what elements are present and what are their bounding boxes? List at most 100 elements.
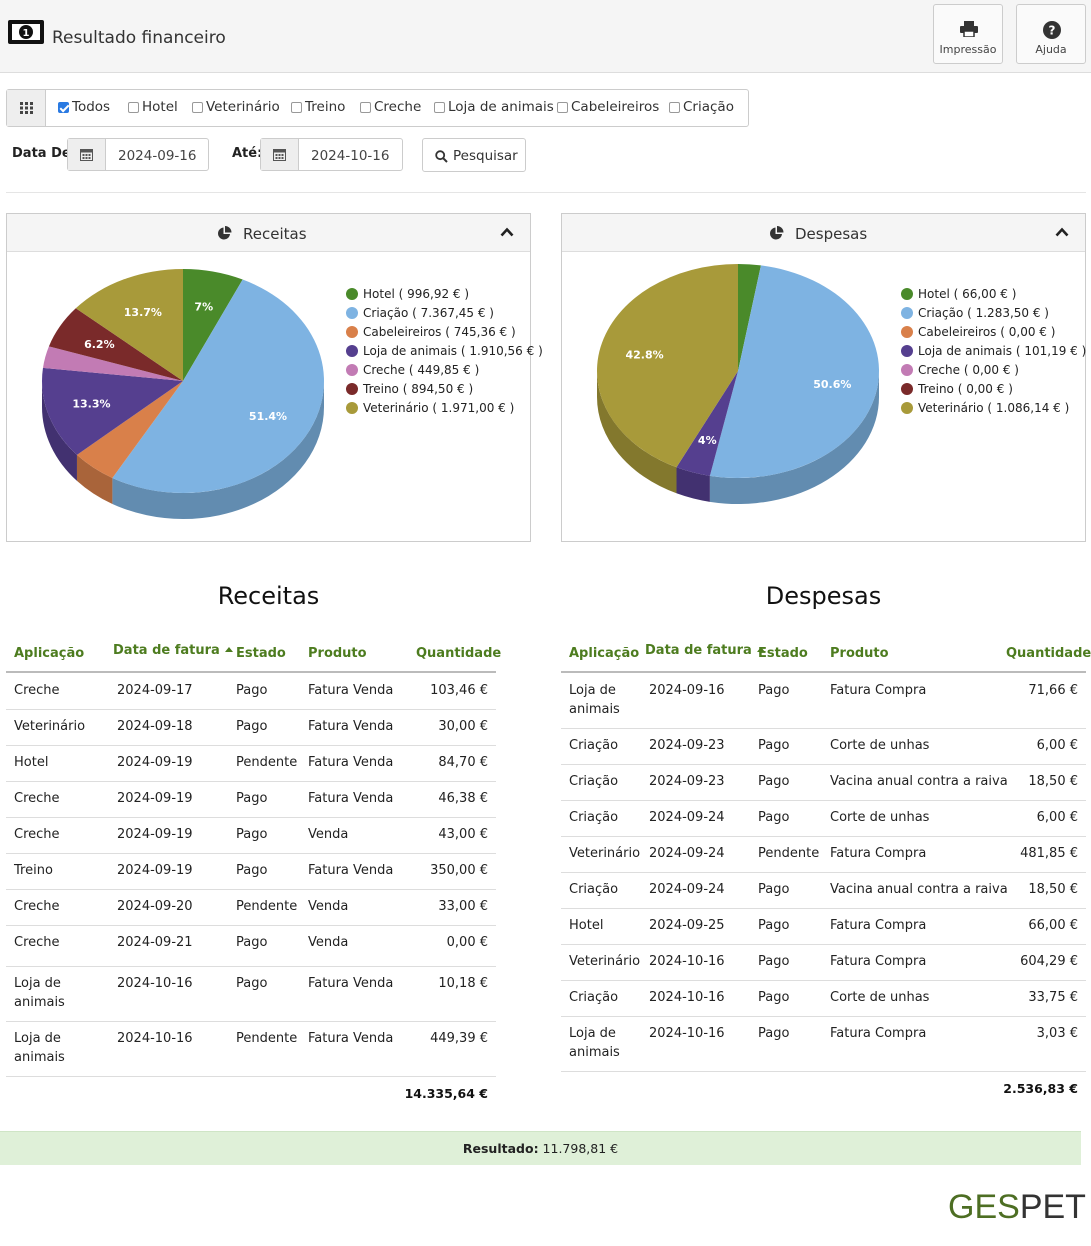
pie-chart-icon <box>218 226 232 240</box>
table-cell: Creche <box>14 899 60 914</box>
filter-criacao[interactable]: Criação <box>669 99 734 115</box>
pie-slice-side <box>112 381 325 519</box>
row-divider <box>561 1016 1086 1017</box>
checkbox[interactable] <box>434 101 445 113</box>
date-to-field[interactable]: 2024-10-16 <box>260 138 403 171</box>
legend-label: Veterinário ( 1.086,14 € ) <box>918 401 1070 415</box>
chevron-up-icon[interactable] <box>500 227 514 237</box>
row-divider <box>6 709 496 710</box>
table-cell: 2024-09-19 <box>117 791 193 806</box>
table-cell: Fatura Venda <box>308 791 394 806</box>
column-header[interactable]: Estado <box>758 646 808 661</box>
svg-text:1: 1 <box>23 28 30 39</box>
print-button[interactable]: Impressão <box>933 4 1003 64</box>
checkbox[interactable] <box>291 101 302 113</box>
table-cell: Fatura Compra <box>830 918 927 933</box>
filter-loja-de-animais[interactable]: Loja de animais <box>434 99 554 115</box>
table-cell: Fatura Venda <box>308 976 394 991</box>
filter-label: Loja de animais <box>448 99 554 115</box>
table-cell: 2024-09-17 <box>117 683 193 698</box>
receitas-pie-chart: 7% 51.4% 13.3% 6.2% 13.7% <box>41 269 325 519</box>
filter-creche[interactable]: Creche <box>360 99 421 115</box>
filter-label: Cabeleireiros <box>571 99 660 115</box>
pie-slice <box>597 264 738 468</box>
table-cell: 481,85 € <box>1020 846 1078 861</box>
table-cell: Treino <box>14 863 53 878</box>
calendar-button[interactable] <box>68 139 106 170</box>
table-cell: 2024-09-24 <box>649 810 725 825</box>
table-cell: 2024-09-23 <box>649 774 725 789</box>
checkbox[interactable] <box>128 101 139 113</box>
checkbox[interactable] <box>557 101 568 113</box>
table-cell: 18,50 € <box>1028 774 1078 789</box>
pie-slice-label: 50.6% <box>813 378 851 391</box>
legend-label: Hotel ( 996,92 € ) <box>363 287 470 301</box>
divider <box>6 192 1086 193</box>
legend-swatch <box>346 364 358 376</box>
table-cell: Fatura Compra <box>830 683 927 698</box>
pie-slice <box>183 269 243 381</box>
money-icon: 1 <box>8 20 44 44</box>
table-cell: Loja de animais <box>14 976 65 1010</box>
date-from-field[interactable]: 2024-09-16 <box>67 138 209 171</box>
table-cell: 350,00 € <box>430 863 488 878</box>
gespet-logo: GESPET <box>948 1188 1086 1227</box>
table-cell: 2024-10-16 <box>117 976 193 991</box>
filter-veterinario[interactable]: Veterinário <box>192 99 280 115</box>
table-cell: Pendente <box>236 899 298 914</box>
column-header[interactable]: Data de fatura <box>645 643 765 658</box>
search-button[interactable]: Pesquisar <box>422 138 526 172</box>
pie-slice-side <box>676 467 710 502</box>
filter-label: Creche <box>374 99 422 115</box>
pie-slice-label: 42.8% <box>625 349 663 362</box>
column-header[interactable]: Quantidade <box>1006 646 1091 661</box>
table-cell: Creche <box>14 827 60 842</box>
column-header[interactable]: Estado <box>236 646 286 661</box>
column-header[interactable]: Data de fatura <box>113 643 233 658</box>
checkbox[interactable] <box>669 101 680 113</box>
table-cell: 103,46 € <box>430 683 488 698</box>
grid-button[interactable] <box>7 90 46 126</box>
checkbox[interactable] <box>192 101 203 113</box>
top-header: 1 Resultado financeiro Impressão ? Ajuda <box>0 0 1091 73</box>
table-cell: Pago <box>758 882 790 897</box>
table-cell: Pendente <box>236 1031 298 1046</box>
filter-treino[interactable]: Treino <box>291 99 345 115</box>
calendar-button[interactable] <box>261 139 299 170</box>
pie-chart-icon <box>770 226 784 240</box>
row-divider <box>6 781 496 782</box>
chevron-up-icon[interactable] <box>1055 227 1069 237</box>
table-cell: Pago <box>758 810 790 825</box>
sort-asc-icon <box>224 647 233 652</box>
column-header[interactable]: Quantidade <box>416 646 502 661</box>
legend-label: Treino ( 0,00 € ) <box>918 382 1013 396</box>
filter-label: Treino <box>305 99 346 115</box>
table-cell: 0,00 € <box>446 935 488 950</box>
help-button[interactable]: ? Ajuda <box>1016 4 1086 64</box>
table-cell: Criação <box>569 810 619 825</box>
checkbox[interactable] <box>360 101 371 113</box>
table-cell: Venda <box>308 827 349 842</box>
row-divider <box>561 728 1086 729</box>
checkbox[interactable] <box>58 101 69 113</box>
table-cell: Creche <box>14 791 60 806</box>
column-header[interactable]: Produto <box>830 646 889 661</box>
column-header[interactable]: Aplicação <box>569 646 640 661</box>
filter-todos[interactable]: Todos <box>58 99 110 115</box>
filter-label: Criação <box>683 99 734 115</box>
table-cell: 33,00 € <box>438 899 488 914</box>
table-cell: 71,66 € <box>1028 683 1078 698</box>
pie-slice-label: 51.4% <box>249 410 287 423</box>
date-from-label: Data De: <box>12 146 76 161</box>
table-cell: Veterinário <box>569 846 641 861</box>
filter-hotel[interactable]: Hotel <box>128 99 178 115</box>
column-header[interactable]: Produto <box>308 646 367 661</box>
filter-cabeleireiros[interactable]: Cabeleireiros <box>557 99 659 115</box>
table-cell: Creche <box>14 683 60 698</box>
pie-slice-side <box>42 381 77 481</box>
column-header[interactable]: Aplicação <box>14 646 85 661</box>
table-cell: Venda <box>308 935 349 950</box>
table-cell: 33,75 € <box>1028 990 1078 1005</box>
table-cell: 2024-10-16 <box>649 1026 725 1041</box>
legend-label: Creche ( 449,85 € ) <box>363 363 480 377</box>
